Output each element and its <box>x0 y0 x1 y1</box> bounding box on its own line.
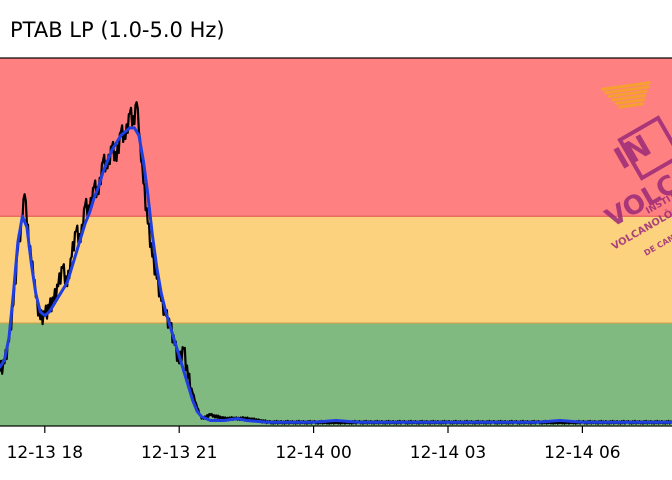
x-tick-label: 12-14 03 <box>410 443 486 463</box>
raw-signal-line <box>0 101 672 425</box>
x-tick-label: 12-13 21 <box>141 443 217 463</box>
chart-title: PTAB LP (1.0-5.0 Hz) <box>10 18 225 42</box>
x-tick-label: 12-14 00 <box>275 443 351 463</box>
logo-stripe <box>618 102 644 109</box>
logo-stripe <box>600 81 651 91</box>
series-lines <box>0 101 672 425</box>
x-tick-label: 12-14 06 <box>544 443 620 463</box>
alert-bands <box>0 58 672 426</box>
logo-frame <box>617 115 672 181</box>
logo-stripe <box>614 98 645 106</box>
x-axis: 12-13 18 12-13 21 12-14 00 12-14 03 12-14 06 <box>7 426 621 463</box>
logo-stripe <box>607 89 648 99</box>
logo-stripe <box>604 85 650 95</box>
band-yellow <box>0 216 672 323</box>
smoothed-signal-line <box>0 126 672 424</box>
band-red <box>0 58 672 217</box>
logo-stripe <box>611 93 647 102</box>
x-tick-label: 12-13 18 <box>7 443 83 463</box>
plot-frame <box>0 57 672 427</box>
band-green <box>0 322 672 426</box>
